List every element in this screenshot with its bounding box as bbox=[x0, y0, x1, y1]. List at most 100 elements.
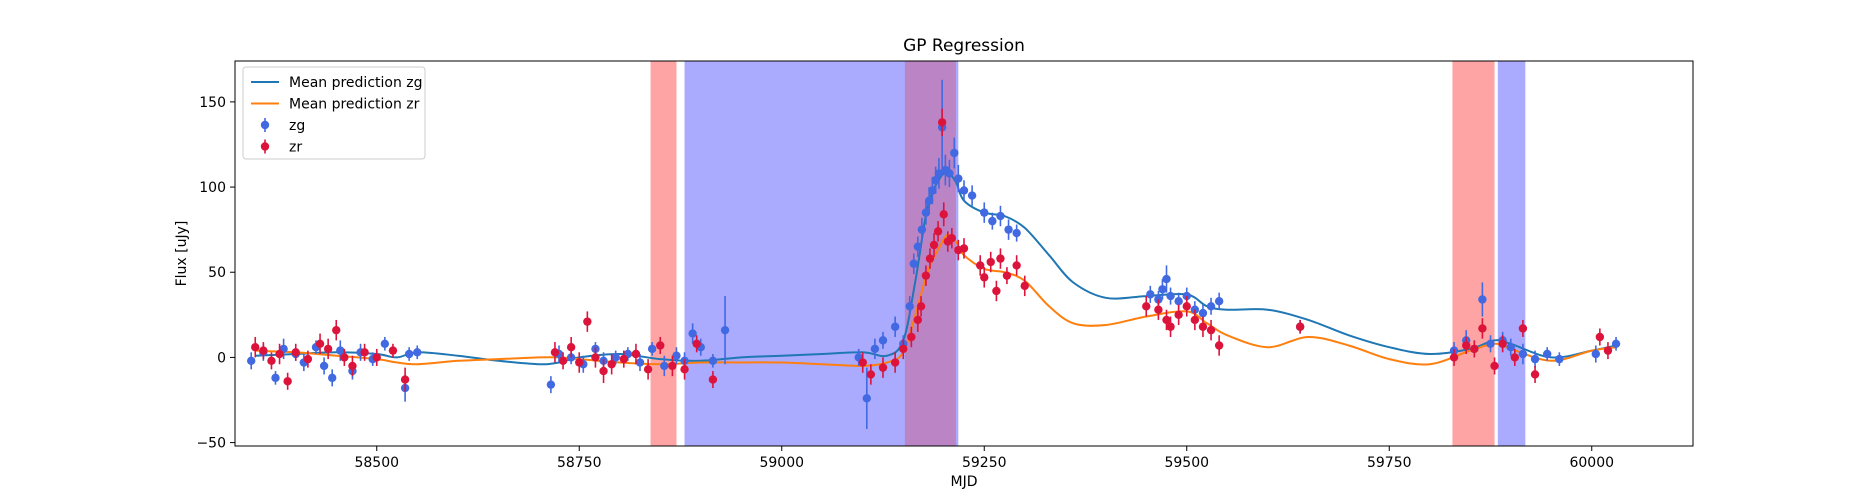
zr-points bbox=[251, 108, 1613, 392]
zr-point bbox=[372, 353, 381, 362]
zg-point bbox=[1174, 296, 1183, 306]
zr-point bbox=[980, 273, 989, 282]
x-tick-label: 59250 bbox=[962, 455, 1007, 471]
zr-point bbox=[976, 261, 985, 270]
legend-label: Mean prediction zg bbox=[289, 75, 423, 91]
zr-point bbox=[858, 358, 867, 367]
zr-point bbox=[921, 271, 931, 280]
zr-point bbox=[323, 344, 333, 354]
zg-point bbox=[934, 169, 944, 178]
zg-point bbox=[546, 380, 556, 389]
zr-point bbox=[1190, 315, 1200, 325]
zg-point bbox=[924, 196, 934, 205]
zr-point bbox=[1154, 305, 1163, 314]
x-axis-ticks: 58500 58750 59000 59250 59500 59750 60000 bbox=[354, 446, 1614, 471]
zr-point bbox=[933, 227, 943, 236]
zr-point bbox=[400, 375, 410, 384]
zg-point bbox=[1611, 339, 1621, 348]
zg-point bbox=[720, 325, 730, 335]
zg-point bbox=[1166, 291, 1175, 301]
zr-point bbox=[550, 348, 560, 357]
zg-point bbox=[611, 353, 620, 362]
zr-point bbox=[607, 360, 616, 369]
data-points bbox=[247, 79, 1621, 429]
zg-point bbox=[1162, 274, 1171, 284]
x-tick-label: 59750 bbox=[1367, 455, 1412, 471]
zr-point bbox=[959, 244, 969, 253]
zr-point bbox=[878, 363, 888, 372]
zr-point bbox=[925, 254, 935, 263]
zg-point bbox=[917, 225, 927, 234]
zg-point bbox=[336, 346, 345, 355]
zg-point bbox=[1530, 354, 1540, 364]
zg-point bbox=[905, 302, 914, 311]
zr-point bbox=[340, 353, 349, 362]
zr-point bbox=[890, 358, 900, 367]
y-tick-label: 100 bbox=[199, 180, 226, 196]
zr-point bbox=[348, 361, 357, 371]
zr-point bbox=[708, 375, 718, 384]
y-tick-label: 50 bbox=[208, 265, 226, 281]
zr-point bbox=[315, 339, 325, 348]
zg-point bbox=[1518, 349, 1528, 359]
x-tick-label: 58750 bbox=[557, 455, 602, 471]
zg-point bbox=[862, 394, 871, 403]
y-tick-label: −50 bbox=[196, 436, 226, 452]
zr-point bbox=[1198, 322, 1208, 331]
zr-point bbox=[283, 377, 292, 386]
zg-point bbox=[688, 329, 697, 338]
zr-point bbox=[1214, 341, 1224, 350]
zr-point bbox=[275, 349, 284, 359]
shaded-region-4 bbox=[1452, 61, 1495, 446]
zr-point bbox=[680, 365, 689, 374]
zr-point bbox=[899, 344, 908, 354]
zr-point bbox=[1142, 302, 1151, 311]
y-tick-label: 0 bbox=[217, 350, 226, 366]
zr-point bbox=[303, 354, 313, 364]
shaded-regions bbox=[650, 61, 1526, 446]
zr-point bbox=[583, 317, 592, 326]
zr-point bbox=[259, 346, 268, 355]
zr-point bbox=[1002, 271, 1012, 280]
zr-point bbox=[929, 240, 939, 250]
zr-point bbox=[1174, 310, 1183, 320]
zr-point bbox=[1530, 370, 1540, 379]
zg-point bbox=[870, 344, 880, 354]
zr-point bbox=[267, 356, 276, 366]
zg-point bbox=[247, 356, 256, 366]
zr-point bbox=[1498, 339, 1507, 348]
zr-point bbox=[1518, 324, 1528, 333]
zr-point bbox=[1020, 281, 1029, 291]
zr-point bbox=[631, 349, 641, 359]
zg-point bbox=[996, 211, 1005, 221]
zr-point bbox=[619, 354, 628, 364]
zr-point bbox=[992, 286, 1001, 296]
x-tick-label: 58500 bbox=[354, 455, 399, 471]
zr-point bbox=[668, 361, 677, 371]
zr-point bbox=[388, 346, 398, 355]
zg-point bbox=[328, 373, 337, 383]
zr-point bbox=[656, 341, 665, 350]
zr-point bbox=[1182, 302, 1191, 311]
zr-point bbox=[1595, 332, 1605, 342]
zg-point bbox=[404, 349, 414, 359]
zg-point bbox=[988, 216, 997, 226]
zg-point bbox=[878, 336, 888, 345]
zg-point bbox=[950, 148, 959, 158]
zg-point bbox=[1154, 295, 1163, 304]
zg-point bbox=[980, 208, 989, 217]
zg-point bbox=[271, 373, 280, 383]
zr-point bbox=[1478, 324, 1487, 333]
zg-point bbox=[1198, 308, 1208, 318]
zg-point bbox=[945, 169, 954, 178]
y-axis-title: Flux [uJy] bbox=[174, 221, 190, 287]
zr-point bbox=[692, 339, 701, 348]
zg-point bbox=[1158, 285, 1167, 294]
zr-point bbox=[1603, 346, 1613, 355]
legend-label: Mean prediction zr bbox=[289, 97, 420, 113]
x-tick-label: 59500 bbox=[1164, 455, 1209, 471]
x-tick-label: 59000 bbox=[759, 455, 804, 471]
zg-point bbox=[909, 259, 918, 268]
zr-point bbox=[599, 366, 608, 376]
zr-point bbox=[996, 254, 1005, 263]
